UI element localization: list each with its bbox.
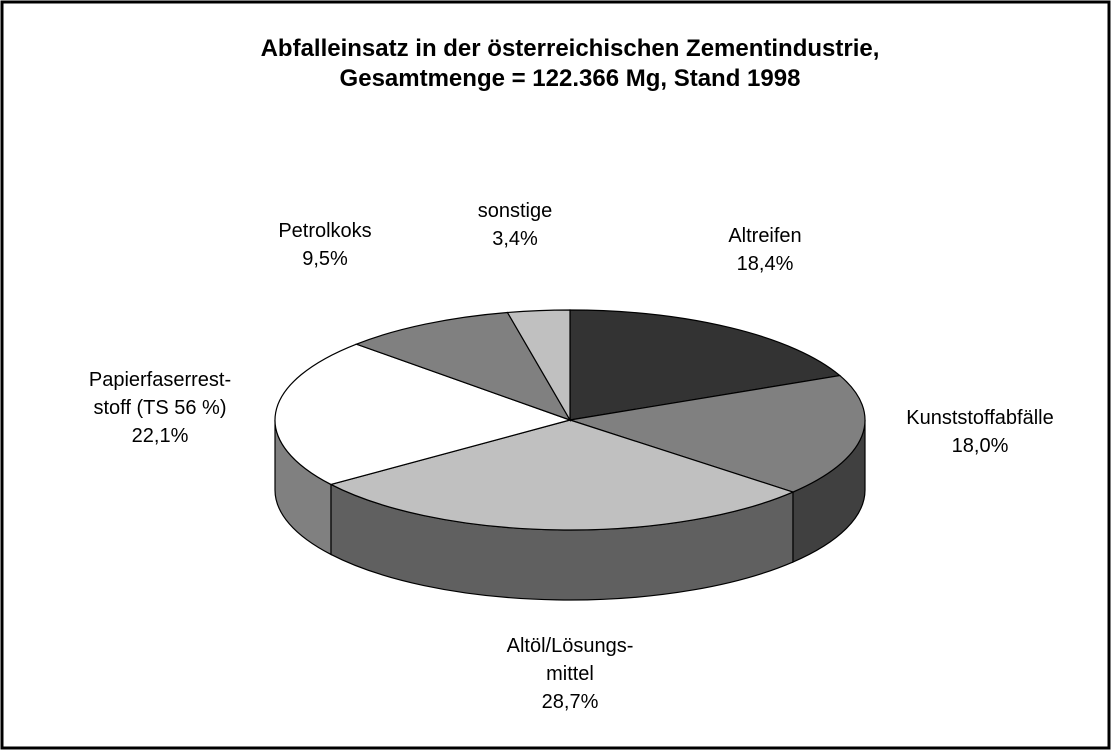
slice-label: sonstige: [478, 200, 553, 222]
pie-slice: [274, 343, 573, 486]
pie-tops: [274, 309, 866, 531]
slice-label: Kunststoffabfälle: [906, 407, 1054, 429]
chart-title: Abfalleinsatz in der österreichischen Ze…: [261, 35, 880, 92]
slice-value-label: 22,1%: [132, 425, 189, 447]
pie-slice: [506, 309, 571, 423]
slice-label: Altöl/Lösungs-mittel: [507, 635, 634, 685]
slice-label: Papierfaserrest-stoff (TS 56 %): [89, 369, 231, 419]
slice-value-label: 18,0%: [952, 435, 1009, 457]
slice-value-label: 3,4%: [492, 228, 538, 250]
pie-slice: [329, 419, 795, 531]
slice-value-label: 18,4%: [737, 253, 794, 275]
slice-value-label: 28,7%: [542, 691, 599, 713]
slice-value-label: 9,5%: [302, 248, 348, 270]
pie-slice: [354, 311, 572, 422]
pie-slice: [569, 309, 842, 421]
slice-label: Altreifen: [728, 225, 801, 247]
slice-label: Petrolkoks: [278, 220, 371, 242]
pie-slice: [569, 374, 866, 493]
